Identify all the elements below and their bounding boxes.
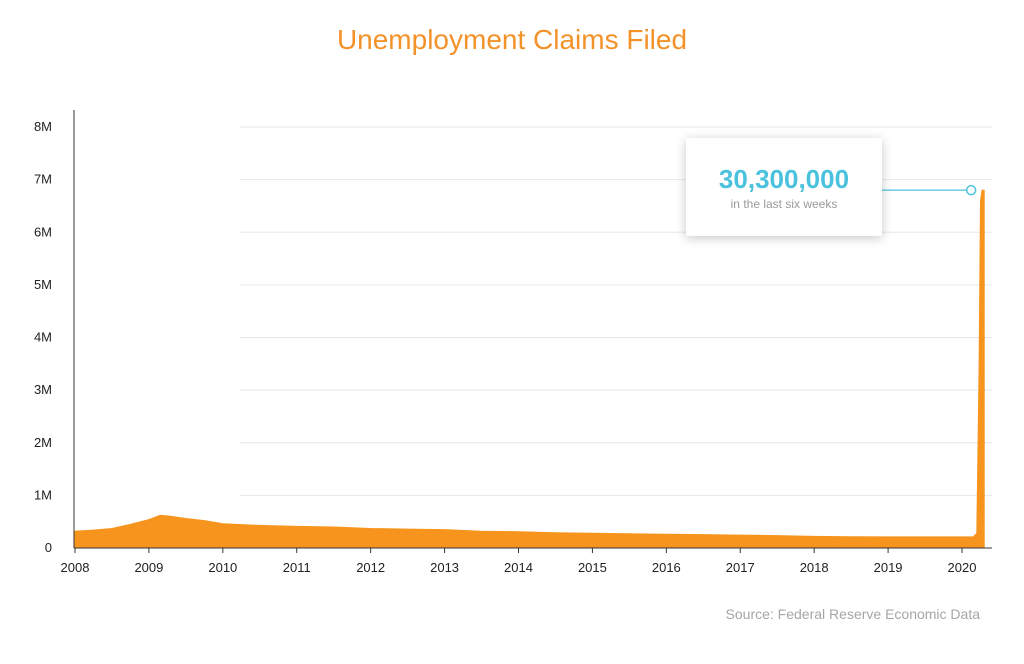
y-tick-label: 3M (34, 382, 52, 397)
y-tick-label: 4M (34, 330, 52, 345)
callout-marker (965, 184, 977, 196)
y-tick-label: 2M (34, 435, 52, 450)
y-tick-label: 6M (34, 224, 52, 239)
x-tick-label: 2018 (800, 560, 829, 575)
x-tick-label: 2016 (652, 560, 681, 575)
callout-value: 30,300,000 (718, 164, 850, 194)
y-tick-label: 7M (34, 172, 52, 187)
y-tick-label: 0 (45, 540, 52, 555)
annotation-layer (882, 184, 977, 196)
tick-labels: 0 1M 2M 3M 4M 5M 6M 7M 8M 2008 2009 2010 2011 2012 201… (34, 119, 977, 575)
x-tick-label: 2010 (208, 560, 237, 575)
callout-box: 30,300,000 in the last six weeks (686, 138, 882, 236)
y-tick-label: 5M (34, 277, 52, 292)
x-tick-label: 2014 (504, 560, 533, 575)
x-tick-label: 2008 (61, 560, 90, 575)
x-tick-label: 2011 (283, 560, 311, 575)
x-tick-label: 2017 (726, 560, 755, 575)
x-tick-label: 2012 (356, 560, 385, 575)
x-tick-label: 2020 (948, 560, 977, 575)
x-tick-label: 2019 (874, 560, 903, 575)
axes (73, 110, 992, 549)
x-tick-label: 2009 (134, 560, 163, 575)
y-tick-label: 8M (34, 119, 52, 134)
chart-title: Unemployment Claims Filed (336, 24, 688, 55)
x-tick-label: 2013 (430, 560, 459, 575)
series-area (74, 189, 985, 549)
x-tick-label: 2015 (578, 560, 607, 575)
y-tick-label: 1M (34, 487, 52, 502)
series-layer (74, 189, 985, 549)
source-note: Source: Federal Reserve Economic Data (725, 606, 980, 622)
callout-label: in the last six weeks (730, 197, 838, 211)
